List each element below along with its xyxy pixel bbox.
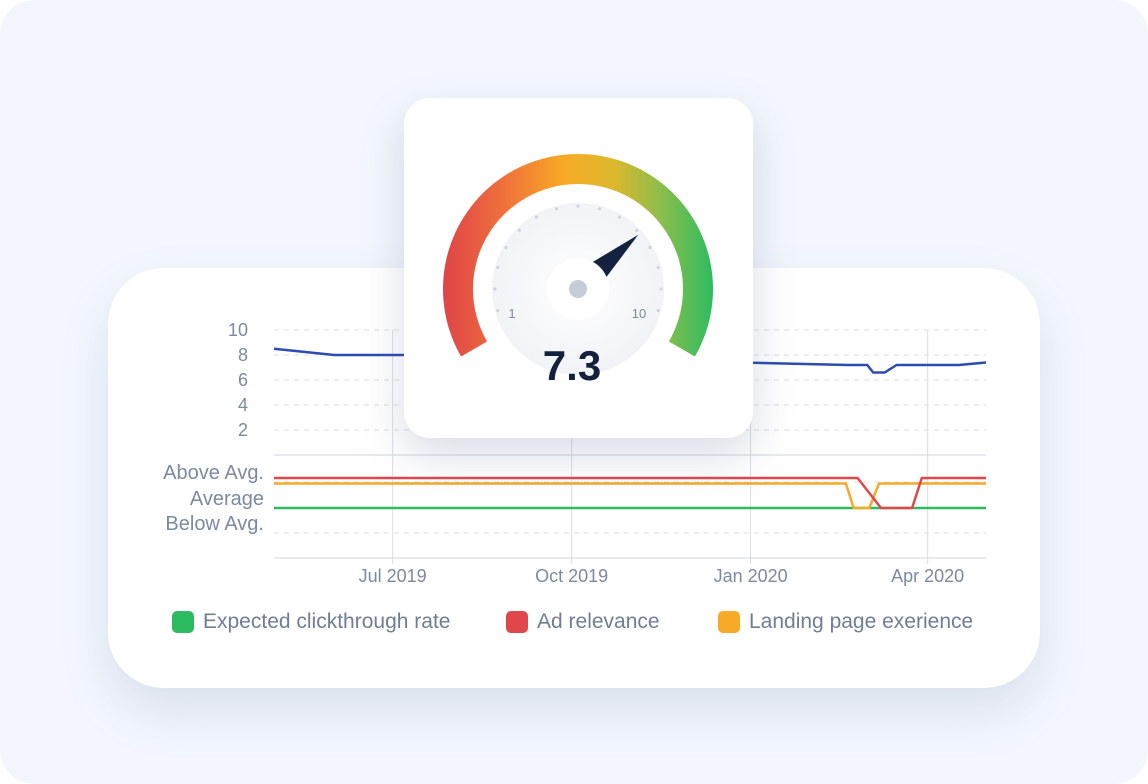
series-line-ad-relevance bbox=[274, 476, 986, 510]
legend-item-landing-page-experience: Landing page exerience bbox=[718, 608, 973, 636]
gauge-tick-dot bbox=[534, 215, 539, 219]
gauge-tick-dot bbox=[493, 287, 497, 291]
legend-swatch-green bbox=[172, 611, 194, 633]
legend-label: Ad relevance bbox=[537, 610, 660, 633]
gauge-min-label: 1 bbox=[508, 306, 515, 321]
x-tick-label: Jul 2019 bbox=[359, 566, 427, 586]
gauge-tick-dot bbox=[517, 228, 521, 232]
y-category-label: Below Avg. bbox=[165, 513, 264, 535]
gauge-tick-dot bbox=[576, 204, 580, 208]
gauge-card: 1 10 7.3 bbox=[404, 98, 753, 438]
legend-label: Landing page exerience bbox=[749, 610, 974, 633]
gauge-max-label: 10 bbox=[632, 306, 646, 321]
quality-score-chart: 10 8 6 4 2 Above Avg. Average Below Avg. Jul 201… bbox=[163, 320, 987, 586]
legend-swatch-orange bbox=[718, 611, 740, 633]
y-tick-label: 10 bbox=[228, 320, 248, 340]
gauge-tick-dot bbox=[635, 228, 639, 232]
y-tick-label: 6 bbox=[238, 370, 248, 390]
gauge-tick-dot bbox=[496, 265, 500, 270]
gauge-value: 7.3 bbox=[543, 342, 601, 389]
y-category-label: Above Avg. bbox=[163, 462, 264, 484]
gauge-tick-dot bbox=[554, 207, 559, 211]
x-tick-label: Jan 2020 bbox=[714, 566, 788, 586]
legend-item-ad-relevance: Ad relevance bbox=[506, 608, 660, 636]
gauge-tick-dot bbox=[504, 245, 508, 250]
legend-swatch-red bbox=[506, 611, 528, 633]
x-tick-label: Apr 2020 bbox=[891, 566, 964, 586]
gauge-tick-dot bbox=[617, 215, 622, 219]
gauge-tick-dots bbox=[493, 204, 663, 313]
gauge-tick-dot bbox=[648, 245, 652, 250]
y-tick-label: 4 bbox=[238, 395, 248, 415]
y-tick-label: 2 bbox=[238, 420, 248, 440]
legend-item-expected-clickthrough-rate: Expected clickthrough rate bbox=[172, 608, 450, 636]
gauge-arc bbox=[443, 153, 713, 357]
gauge-tick-dot bbox=[659, 287, 663, 291]
gauge-tick-dot bbox=[597, 207, 602, 211]
quality-score-gauge: 1 10 7.3 bbox=[443, 153, 713, 389]
gauge-tick-dot bbox=[656, 308, 660, 313]
y-tick-label: 8 bbox=[238, 345, 248, 365]
y-category-label: Average bbox=[190, 488, 264, 510]
gauge-tick-dot bbox=[656, 265, 660, 270]
gauge-hub-center bbox=[569, 280, 587, 298]
series-line-score bbox=[273, 347, 987, 374]
series-line-landing-page-exerience bbox=[274, 482, 986, 510]
x-tick-label: Oct 2019 bbox=[535, 566, 608, 586]
legend-label: Expected clickthrough rate bbox=[203, 610, 451, 633]
gauge-tick-dot bbox=[496, 308, 500, 313]
